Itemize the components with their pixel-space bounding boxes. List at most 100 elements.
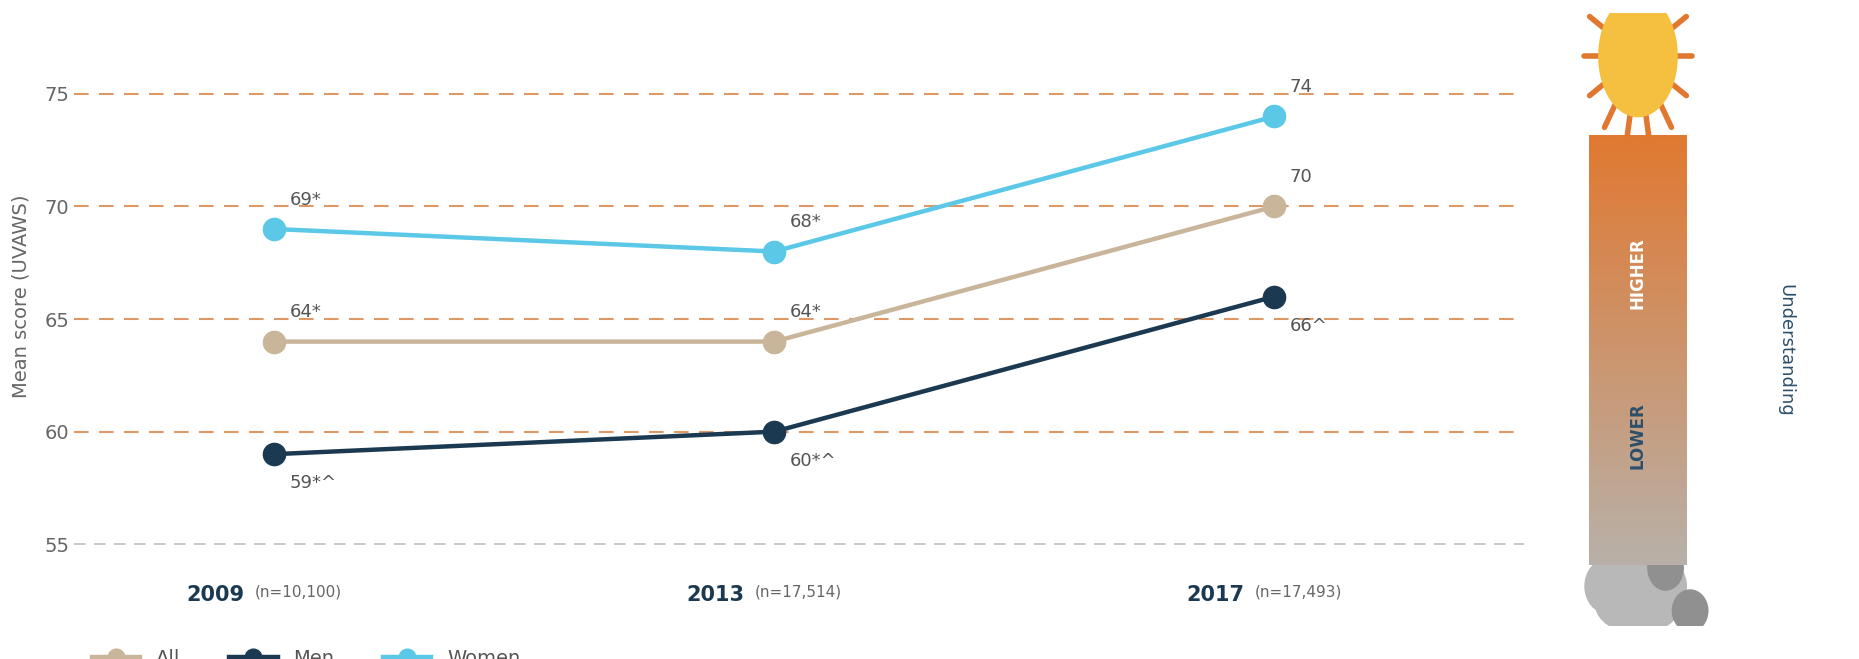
Bar bbox=[1589, 213, 1688, 218]
Bar bbox=[1589, 177, 1688, 183]
Bar bbox=[1589, 174, 1688, 179]
Bar bbox=[1589, 496, 1688, 500]
Ellipse shape bbox=[1595, 575, 1681, 634]
Bar bbox=[1589, 360, 1688, 364]
Bar bbox=[1589, 463, 1688, 469]
Bar bbox=[1589, 424, 1688, 429]
Bar bbox=[1589, 481, 1688, 486]
Bar bbox=[1589, 260, 1688, 264]
Bar bbox=[1589, 406, 1688, 411]
Text: (n=17,493): (n=17,493) bbox=[1255, 585, 1342, 600]
Bar bbox=[1589, 374, 1688, 379]
Bar bbox=[1589, 524, 1688, 529]
Bar bbox=[1589, 506, 1688, 511]
Bar bbox=[1589, 478, 1688, 482]
Bar bbox=[1589, 435, 1688, 440]
Bar bbox=[1589, 449, 1688, 454]
Bar bbox=[1589, 181, 1688, 186]
Bar bbox=[1589, 252, 1688, 257]
Bar bbox=[1589, 553, 1688, 558]
Bar bbox=[1589, 210, 1688, 214]
Text: (n=17,514): (n=17,514) bbox=[755, 585, 842, 600]
Bar bbox=[1589, 217, 1688, 221]
Y-axis label: Mean score (UVAWS): Mean score (UVAWS) bbox=[11, 195, 30, 398]
Bar bbox=[1589, 521, 1688, 525]
Bar bbox=[1589, 467, 1688, 472]
Bar bbox=[1589, 363, 1688, 368]
Bar bbox=[1589, 542, 1688, 547]
Bar bbox=[1589, 442, 1688, 447]
Bar bbox=[1589, 313, 1688, 318]
Text: HIGHER: HIGHER bbox=[1628, 237, 1647, 309]
Ellipse shape bbox=[1584, 559, 1630, 614]
Bar bbox=[1589, 270, 1688, 275]
Ellipse shape bbox=[1671, 589, 1708, 632]
Text: 59*^: 59*^ bbox=[290, 474, 336, 492]
Bar bbox=[1589, 242, 1688, 246]
Bar bbox=[1589, 195, 1688, 200]
Bar bbox=[1589, 167, 1688, 171]
Bar bbox=[1589, 256, 1688, 261]
Bar bbox=[1589, 134, 1688, 139]
Bar bbox=[1589, 556, 1688, 561]
Bar bbox=[1589, 235, 1688, 239]
Bar bbox=[1589, 159, 1688, 164]
Bar bbox=[1589, 428, 1688, 432]
Bar bbox=[1589, 302, 1688, 307]
Bar bbox=[1589, 395, 1688, 400]
Bar bbox=[1589, 370, 1688, 375]
Text: 74: 74 bbox=[1290, 78, 1312, 96]
Bar bbox=[1589, 385, 1688, 389]
Bar bbox=[1589, 324, 1688, 329]
Bar bbox=[1589, 431, 1688, 436]
Bar bbox=[1589, 249, 1688, 254]
Bar bbox=[1589, 503, 1688, 507]
Bar bbox=[1589, 492, 1688, 497]
Text: 2017: 2017 bbox=[1186, 585, 1244, 605]
Text: 64*: 64* bbox=[790, 303, 822, 322]
Bar bbox=[1589, 274, 1688, 279]
Legend: All, Men, Women: All, Men, Women bbox=[84, 641, 528, 659]
Bar bbox=[1589, 510, 1688, 515]
Text: Understanding: Understanding bbox=[1775, 284, 1794, 416]
Text: 69*: 69* bbox=[290, 190, 322, 209]
Bar bbox=[1589, 306, 1688, 311]
Bar bbox=[1589, 378, 1688, 382]
Bar bbox=[1589, 546, 1688, 550]
Bar bbox=[1589, 349, 1688, 354]
Text: (n=10,100): (n=10,100) bbox=[255, 585, 342, 600]
Bar bbox=[1589, 152, 1688, 158]
Bar bbox=[1589, 227, 1688, 232]
Bar bbox=[1589, 410, 1688, 415]
Ellipse shape bbox=[1604, 534, 1653, 589]
Bar bbox=[1589, 517, 1688, 522]
Bar bbox=[1589, 288, 1688, 293]
Bar bbox=[1589, 453, 1688, 457]
Bar bbox=[1589, 388, 1688, 393]
Bar bbox=[1589, 188, 1688, 193]
Ellipse shape bbox=[1599, 0, 1679, 117]
Bar bbox=[1589, 281, 1688, 286]
Bar bbox=[1589, 206, 1688, 211]
Text: 2013: 2013 bbox=[686, 585, 744, 605]
Bar bbox=[1589, 267, 1688, 272]
Bar bbox=[1589, 485, 1688, 490]
Bar bbox=[1589, 338, 1688, 343]
Text: LOWER: LOWER bbox=[1628, 403, 1647, 469]
Ellipse shape bbox=[1647, 545, 1684, 591]
Bar bbox=[1589, 317, 1688, 322]
Text: 70: 70 bbox=[1290, 168, 1312, 186]
Bar bbox=[1589, 538, 1688, 543]
Bar bbox=[1589, 192, 1688, 196]
Bar bbox=[1589, 549, 1688, 554]
Bar bbox=[1589, 142, 1688, 146]
Bar bbox=[1589, 145, 1688, 150]
Bar bbox=[1589, 528, 1688, 532]
Bar bbox=[1589, 560, 1688, 565]
Text: 64*: 64* bbox=[290, 303, 322, 322]
Bar bbox=[1589, 460, 1688, 465]
Bar bbox=[1589, 331, 1688, 336]
Bar bbox=[1589, 310, 1688, 314]
Bar bbox=[1589, 420, 1688, 425]
Bar bbox=[1589, 488, 1688, 493]
